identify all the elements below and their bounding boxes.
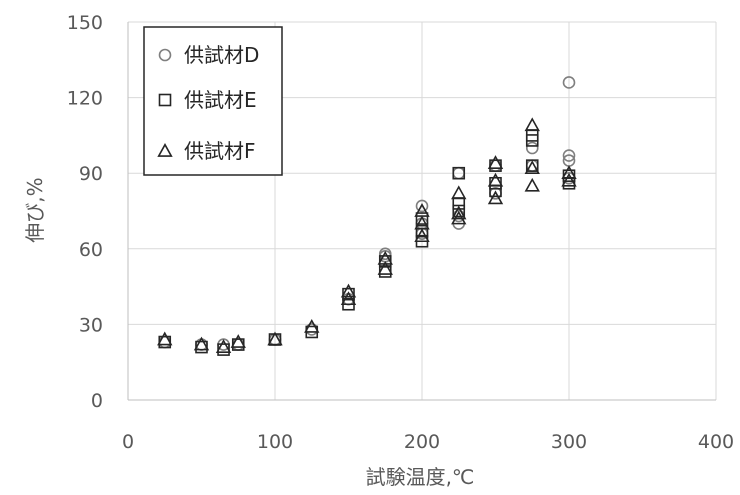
data-point-d — [378, 247, 392, 261]
data-point-f — [524, 160, 540, 175]
y-tick-label: 30 — [79, 314, 103, 336]
data-point-f — [304, 318, 320, 333]
data-point-f — [487, 155, 504, 169]
data-point-f — [157, 331, 173, 346]
data-point-f — [414, 228, 430, 243]
y-tick-label: 90 — [79, 163, 103, 185]
data-point-f — [340, 283, 357, 298]
axes — [127, 22, 716, 401]
data-point-f — [193, 336, 210, 351]
legend-marker-square — [158, 93, 172, 107]
data-point-f — [377, 260, 393, 275]
data-point-f — [487, 172, 504, 187]
data-point-f — [487, 190, 504, 205]
data-points — [157, 76, 577, 356]
tick-labels: 0 30 60 90 120 150 0 100 200 300 400 — [67, 12, 734, 453]
legend-box — [143, 26, 283, 176]
data-point-f — [215, 339, 232, 353]
data-point-e — [452, 204, 466, 218]
data-point-f — [451, 205, 467, 220]
x-tick-label: 0 — [122, 431, 134, 453]
y-tick-label: 150 — [67, 12, 103, 34]
x-axis-title: 試験温度,℃ — [366, 465, 475, 489]
legend-markers — [157, 48, 173, 157]
data-point-f — [524, 177, 540, 192]
y-tick-label: 120 — [67, 88, 103, 110]
data-point-e — [452, 166, 466, 180]
x-tick-label: 200 — [404, 431, 440, 453]
data-point-f — [230, 334, 246, 348]
data-point-f — [340, 291, 357, 306]
data-point-d — [415, 199, 429, 213]
data-point-f — [524, 117, 540, 132]
data-point-f — [414, 215, 430, 230]
legend-label-e: 供試材E — [184, 88, 257, 112]
legend-label-d: 供試材D — [184, 43, 259, 67]
legend-marker-circle — [158, 48, 172, 62]
y-axis-title: 伸び,% — [23, 177, 47, 242]
data-point-e — [525, 159, 539, 172]
x-tick-label: 300 — [551, 431, 587, 453]
data-point-e — [415, 224, 429, 238]
data-point-f — [451, 185, 467, 200]
x-tick-label: 400 — [698, 431, 734, 453]
legend-label-f: 供試材F — [184, 139, 256, 163]
x-tick-label: 100 — [257, 431, 293, 453]
data-point-f — [561, 165, 577, 180]
y-tick-label: 0 — [91, 390, 103, 412]
data-point-f — [414, 203, 430, 217]
data-point-d — [562, 76, 576, 89]
data-point-f — [561, 172, 577, 187]
data-point-e — [415, 212, 429, 225]
y-tick-label: 60 — [79, 239, 103, 261]
legend-marker-triangle — [157, 143, 173, 157]
legend: 供試材D 供試材E 供試材F — [143, 26, 283, 176]
data-point-f — [377, 250, 393, 265]
data-point-d — [562, 149, 576, 162]
data-point-f — [267, 331, 283, 346]
data-point-d — [525, 141, 539, 155]
